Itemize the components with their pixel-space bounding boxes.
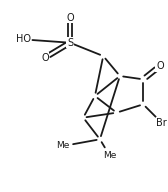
Text: Br: Br [156, 118, 167, 128]
Text: Me: Me [57, 142, 70, 151]
Text: O: O [156, 61, 164, 71]
Text: O: O [41, 53, 49, 63]
Text: Me: Me [103, 151, 117, 161]
Text: S: S [67, 38, 73, 48]
Text: HO: HO [16, 34, 31, 44]
Text: O: O [66, 13, 74, 23]
